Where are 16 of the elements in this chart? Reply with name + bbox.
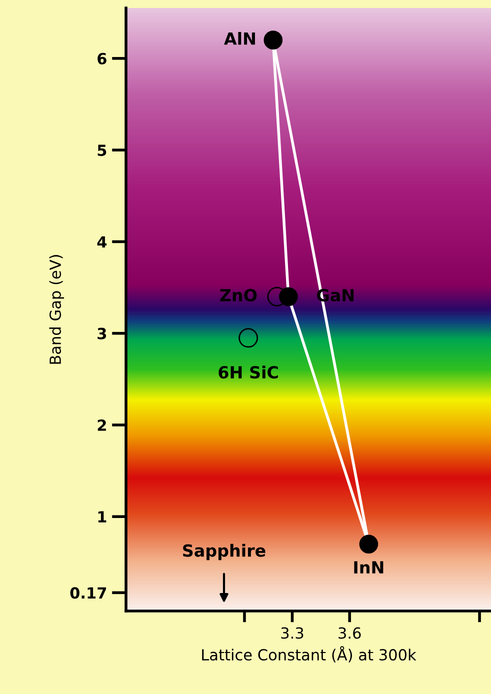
y-tick-label: 2 bbox=[98, 419, 106, 431]
x-tick-label: 3.3 bbox=[281, 627, 304, 639]
annotation: Sapphire bbox=[183, 544, 266, 560]
y-tick-label: 0.17 bbox=[70, 587, 106, 599]
y-tick-label: 5 bbox=[98, 144, 106, 156]
y-tick-label: 6 bbox=[98, 52, 106, 64]
y-axis-title: Band Gap (eV) bbox=[49, 255, 64, 364]
y-tick-label: 1 bbox=[98, 511, 106, 522]
annotation: AlN bbox=[224, 32, 255, 45]
x-tick-label: 3.6 bbox=[338, 627, 361, 639]
x-axis-title: Lattice Constant (Å) at 300k bbox=[202, 646, 416, 662]
annotation: 6H SiC bbox=[218, 366, 278, 379]
annotation: InN bbox=[354, 561, 384, 574]
y-tick-label: 3 bbox=[98, 328, 106, 340]
y-tick-label: 4 bbox=[97, 236, 107, 248]
annotation: ZnO bbox=[220, 288, 257, 302]
